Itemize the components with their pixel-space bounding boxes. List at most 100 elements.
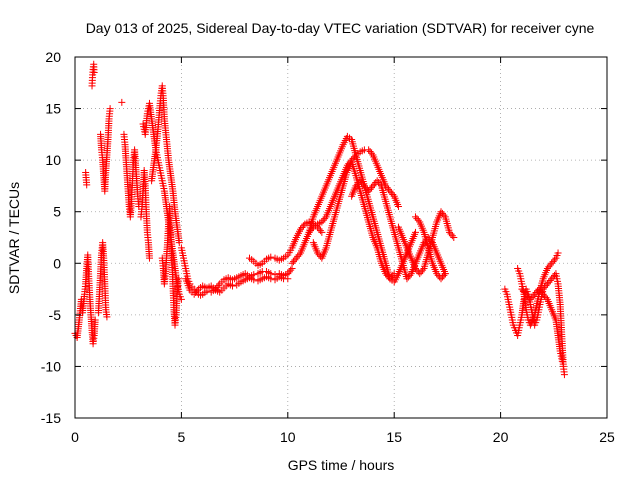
data-point (441, 270, 449, 278)
data-point (291, 256, 299, 264)
x-axis-label: GPS time / hours (288, 457, 395, 473)
data-point (542, 294, 550, 302)
data-point (394, 203, 402, 211)
x-tick-label: 15 (386, 429, 402, 445)
data-point (299, 222, 307, 230)
data-point (387, 189, 395, 197)
plot-frame (74, 56, 608, 419)
data-point (369, 182, 377, 190)
chart-title: Day 013 of 2025, Sidereal Day-to-day VTE… (86, 20, 595, 36)
y-tick-label: -10 (41, 358, 61, 374)
data-point (192, 289, 200, 297)
y-tick-label: 15 (45, 101, 61, 117)
y-tick-label: 5 (53, 204, 61, 220)
data-point (386, 275, 394, 283)
data-point (382, 270, 390, 278)
data-point (298, 224, 306, 232)
y-axis-label: SDTVAR / TECUs (6, 182, 22, 294)
data-point (448, 232, 456, 240)
data-point (368, 184, 376, 192)
data-point (267, 275, 275, 283)
data-point (416, 270, 424, 278)
data-point (417, 268, 425, 276)
data-point (535, 285, 543, 293)
data-point (560, 371, 568, 379)
data-point (411, 264, 419, 272)
data-point (292, 254, 300, 262)
data-point (316, 227, 324, 235)
data-point (356, 177, 364, 185)
data-point (403, 275, 411, 283)
data-point (529, 292, 537, 300)
data-point (558, 357, 566, 365)
data-point (318, 228, 326, 236)
data-point (438, 209, 446, 217)
data-point (539, 290, 547, 298)
data-point (373, 177, 381, 185)
data-point (319, 216, 327, 224)
data-point (349, 154, 357, 162)
data-point (359, 180, 367, 188)
data-point (404, 273, 412, 281)
data-point (528, 294, 536, 302)
x-tick-label: 0 (71, 429, 79, 445)
data-point (545, 263, 553, 271)
data-point (103, 313, 111, 321)
data-point (440, 211, 448, 219)
data-point (360, 182, 368, 190)
data-point (526, 295, 534, 303)
data-point (531, 290, 539, 298)
data-point (440, 271, 448, 279)
data-point (387, 273, 395, 281)
data-point (106, 105, 114, 113)
data-point (315, 251, 323, 259)
data-point (366, 185, 374, 193)
data-point (414, 216, 422, 224)
data-point (250, 276, 258, 284)
x-tick-label: 5 (178, 429, 186, 445)
data-point (447, 230, 455, 238)
data-point (352, 182, 360, 190)
data-point (437, 275, 445, 283)
data-point (365, 187, 373, 195)
y-tick-label: -5 (49, 307, 62, 323)
data-point (554, 249, 562, 257)
data-point (438, 273, 446, 281)
data-point (389, 191, 397, 199)
grid-lines (75, 57, 607, 418)
data-point (214, 282, 222, 290)
data-point (297, 225, 305, 233)
data-point (306, 227, 314, 235)
data-point (83, 181, 91, 189)
data-point (267, 253, 275, 261)
data-points (71, 60, 568, 379)
y-tick-label: -15 (41, 410, 61, 426)
data-point (538, 289, 546, 297)
data-point (174, 275, 182, 283)
data-point (433, 270, 441, 278)
data-point (287, 266, 295, 274)
data-point (321, 215, 329, 223)
data-point (549, 273, 557, 281)
data-point (118, 98, 126, 106)
data-point (285, 268, 293, 276)
data-point (419, 266, 427, 274)
data-point (411, 213, 419, 221)
data-point (406, 271, 414, 279)
data-point (315, 225, 323, 233)
data-point (294, 252, 302, 260)
data-point (549, 258, 557, 266)
data-point (551, 256, 559, 264)
data-point (519, 287, 527, 295)
y-tick-label: 20 (45, 49, 61, 65)
data-point (228, 282, 236, 290)
y-tick-label: 0 (53, 255, 61, 271)
data-point (385, 185, 393, 193)
x-tick-label: 10 (280, 429, 296, 445)
x-tick-label: 25 (599, 429, 615, 445)
data-point (366, 148, 374, 156)
data-point (546, 276, 554, 284)
y-tick-label: 10 (45, 152, 61, 168)
data-point (318, 218, 326, 226)
data-point (358, 178, 366, 186)
